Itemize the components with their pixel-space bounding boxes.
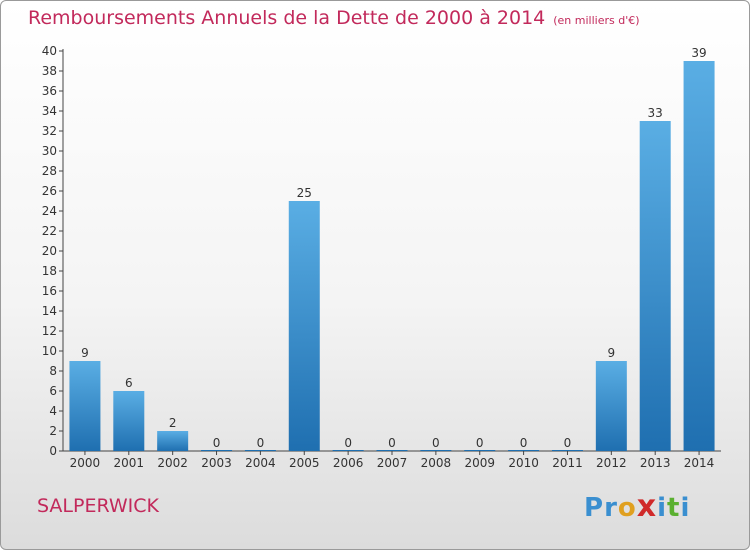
x-tick-label: 2004 <box>245 456 276 470</box>
chart-unit-note: (en milliers d'€) <box>553 14 640 27</box>
y-tick-label: 6 <box>49 384 57 398</box>
bar <box>508 450 540 451</box>
logo-letter: t <box>667 493 681 523</box>
value-label: 0 <box>213 436 221 450</box>
y-tick-label: 32 <box>42 124 57 138</box>
value-label: 9 <box>608 346 616 360</box>
bars <box>69 61 715 451</box>
x-tick-label: 2014 <box>684 456 715 470</box>
logo-letter: o <box>617 493 637 523</box>
chart-title: Remboursements Annuels de la Dette de 20… <box>28 7 640 29</box>
x-tick-label: 2006 <box>333 456 364 470</box>
x-tick-label: 2005 <box>289 456 320 470</box>
y-tick-label: 4 <box>49 404 57 418</box>
value-label: 33 <box>648 106 663 120</box>
bar <box>69 361 101 451</box>
y-tick-label: 34 <box>42 104 57 118</box>
x-tick-label: 2009 <box>464 456 495 470</box>
logo-letter: x <box>636 489 658 524</box>
y-tick-label: 10 <box>42 344 57 358</box>
y-tick-label: 18 <box>42 264 57 278</box>
value-label: 39 <box>691 46 706 60</box>
x-tick-label: 2008 <box>421 456 452 470</box>
y-tick-label: 36 <box>42 84 57 98</box>
bar <box>332 450 364 451</box>
value-labels: 9 6 2 0 0 25 0 0 0 0 0 0 9 33 39 <box>81 46 707 450</box>
logo-letter: r <box>604 493 618 523</box>
value-label: 2 <box>169 416 177 430</box>
value-label: 0 <box>564 436 572 450</box>
bar <box>157 431 189 451</box>
value-label: 0 <box>257 436 265 450</box>
y-tick-label: 38 <box>42 64 57 78</box>
bar <box>376 450 408 451</box>
y-tick-label: 30 <box>42 144 57 158</box>
x-axis: 2000 2001 2002 2003 2004 2005 2006 2007 2008 2009… <box>63 450 721 470</box>
value-label: 25 <box>297 186 312 200</box>
bar <box>639 121 671 451</box>
value-label: 0 <box>520 436 528 450</box>
bar <box>244 450 276 451</box>
x-tick-label: 2011 <box>552 456 583 470</box>
y-tick-label: 8 <box>49 364 57 378</box>
x-tick-label: 2013 <box>640 456 671 470</box>
logo-letter: P <box>584 493 605 523</box>
value-label: 0 <box>344 436 352 450</box>
y-tick-label: 22 <box>42 224 57 238</box>
value-label: 0 <box>432 436 440 450</box>
y-tick-label: 40 <box>42 44 57 58</box>
chart-title-text: Remboursements Annuels de la Dette de 20… <box>28 7 546 29</box>
y-tick-label: 0 <box>49 444 57 458</box>
value-label: 0 <box>476 436 484 450</box>
logo-letter: i <box>657 493 668 523</box>
y-tick-label: 20 <box>42 244 57 258</box>
x-tick-label: 2002 <box>157 456 188 470</box>
x-tick-label: 2010 <box>508 456 539 470</box>
value-label: 6 <box>125 376 133 390</box>
proxiti-logo: Proxiti <box>584 489 690 524</box>
value-label: 0 <box>388 436 396 450</box>
bar <box>201 450 233 451</box>
y-tick-label: 26 <box>42 184 57 198</box>
y-tick-label: 2 <box>49 424 57 438</box>
x-tick-label: 2001 <box>114 456 145 470</box>
bar <box>113 391 145 451</box>
x-tick-label: 2000 <box>70 456 101 470</box>
x-tick-label: 2007 <box>377 456 408 470</box>
y-tick-label: 14 <box>42 304 57 318</box>
bar <box>595 361 627 451</box>
y-tick-label: 24 <box>42 204 57 218</box>
bar <box>420 450 452 451</box>
commune-name: SALPERWICK <box>37 495 160 517</box>
y-tick-label: 12 <box>42 324 57 338</box>
bar <box>288 201 320 451</box>
bar <box>683 61 715 451</box>
bar <box>464 450 496 451</box>
y-tick-label: 28 <box>42 164 57 178</box>
bar <box>551 450 583 451</box>
x-tick-label: 2012 <box>596 456 627 470</box>
x-tick-label: 2003 <box>201 456 232 470</box>
value-label: 9 <box>81 346 89 360</box>
logo-letter: i <box>680 493 691 523</box>
y-tick-label: 16 <box>42 284 57 298</box>
